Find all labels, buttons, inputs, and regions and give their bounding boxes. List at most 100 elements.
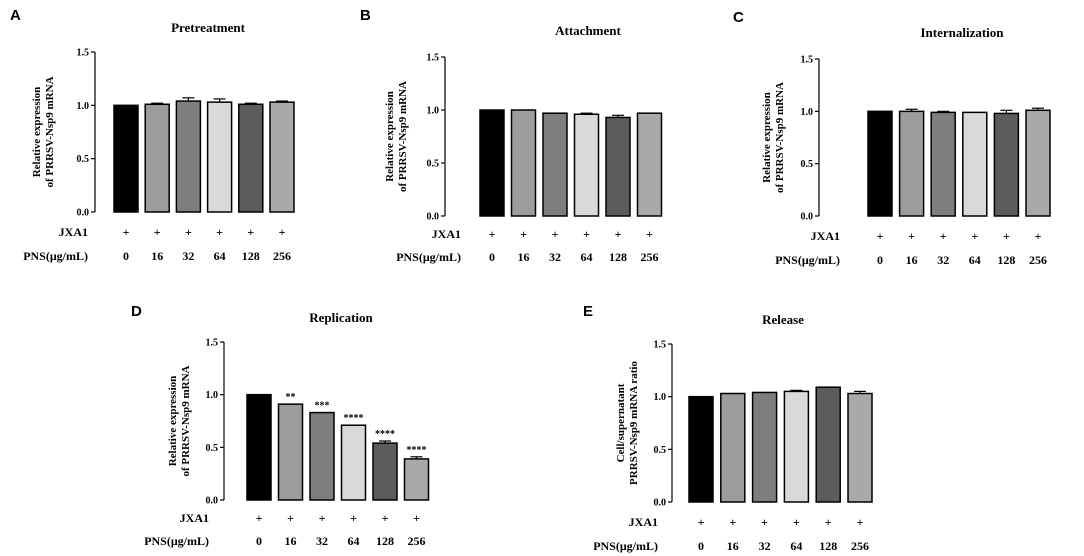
concentration-label: 256 [408, 534, 426, 548]
infection-marker: + [940, 229, 947, 243]
significance-label: *** [315, 401, 330, 412]
panel-letter: B [360, 7, 371, 24]
significance-label: ** [286, 392, 296, 403]
y-axis-label: PRRSV-Nsp9 mRNA ratio [628, 361, 640, 485]
bar-16 [510, 109, 537, 217]
infection-marker: + [279, 225, 286, 239]
infection-marker: + [793, 515, 800, 529]
concentration-label: 32 [182, 249, 194, 263]
bar-64 [573, 113, 600, 217]
chart-title: Replication [309, 310, 373, 325]
chart-panel-e: E Release 0.0 0.5 1.0 1.5 Cell/supernatant PRRS… [583, 303, 873, 553]
concentration-label: 256 [851, 539, 869, 553]
y-tick-label: 0.5 [427, 159, 440, 170]
condition-row-label: PNS(μg/mL) [23, 249, 88, 263]
infection-marker: + [413, 511, 420, 525]
concentration-label: 0 [256, 534, 262, 548]
concentration-label: 128 [242, 249, 260, 263]
chart-title: Attachment [555, 23, 621, 38]
y-axis-label: Relative expression [761, 92, 773, 183]
y-tick-label: 0.0 [77, 208, 90, 219]
chart-panel-a: A Pretreatment 0.0 0.5 1.0 1.5 Relative expres… [10, 7, 295, 263]
y-tick-label: 1.0 [427, 106, 440, 117]
significance-label: **** [407, 445, 427, 456]
concentration-label: 0 [123, 249, 129, 263]
infection-marker: + [698, 515, 705, 529]
infection-marker: + [825, 515, 832, 529]
y-axis-label: Relative expression [384, 91, 396, 182]
concentration-label: 32 [549, 250, 561, 264]
bar-0 [113, 104, 139, 213]
concentration-label: 256 [1029, 253, 1047, 267]
chart-panel-d: D Replication 0.0 0.5 1.0 1.5 Relative express… [131, 303, 430, 548]
y-tick-label: 0.0 [801, 212, 814, 223]
y-tick-label: 0.5 [801, 159, 814, 170]
bar-128 [993, 112, 1020, 217]
bar-0 [688, 395, 714, 503]
concentration-label: 0 [489, 250, 495, 264]
bar-0 [246, 393, 272, 501]
infection-marker: + [583, 227, 590, 241]
y-axis-label: of PRRSV-Nsp9 mRNA [44, 76, 56, 187]
concentration-label: 16 [518, 250, 530, 264]
significance-label: **** [375, 429, 395, 440]
concentration-label: 64 [214, 249, 226, 263]
infection-marker: + [382, 511, 389, 525]
condition-row-label: JXA1 [629, 515, 658, 529]
bar-16 [720, 392, 746, 503]
bar-256 [847, 392, 873, 503]
chart-title: Release [762, 312, 804, 327]
y-tick-label: 1.0 [77, 101, 90, 112]
infection-marker: + [729, 515, 736, 529]
y-tick-label: 0.0 [654, 498, 667, 509]
concentration-label: 64 [348, 534, 360, 548]
y-axis-label: of PRRSV-Nsp9 mRNA [397, 81, 409, 192]
concentration-label: 128 [819, 539, 837, 553]
infection-marker: + [971, 229, 978, 243]
panel-letter: A [10, 7, 21, 24]
concentration-label: 128 [609, 250, 627, 264]
y-tick-label: 1.0 [654, 392, 667, 403]
y-tick-label: 1.0 [206, 390, 219, 401]
concentration-label: 16 [906, 253, 918, 267]
infection-marker: + [319, 511, 326, 525]
condition-row-label: JXA1 [432, 227, 461, 241]
y-tick-label: 0.5 [654, 445, 667, 456]
y-tick-label: 1.5 [77, 48, 90, 59]
infection-marker: + [1003, 229, 1010, 243]
bar-0 [867, 110, 893, 217]
condition-row-label: JXA1 [59, 225, 88, 239]
bar-256 [636, 112, 663, 217]
y-axis-label: of PRRSV-Nsp9 mRNA [180, 365, 192, 476]
concentration-label: 16 [727, 539, 739, 553]
concentration-label: 64 [969, 253, 981, 267]
infection-marker: + [216, 225, 223, 239]
bar-32 [930, 111, 956, 217]
concentration-label: 64 [790, 539, 802, 553]
bar-256 [403, 458, 430, 501]
bar-128 [605, 116, 631, 217]
bar-0 [479, 109, 505, 217]
condition-row-label: PNS(μg/mL) [144, 534, 209, 548]
bar-256 [1025, 109, 1051, 217]
y-tick-label: 1.0 [801, 107, 814, 118]
bar-32 [751, 391, 778, 503]
concentration-label: 0 [698, 539, 704, 553]
panel-letter: C [733, 9, 744, 26]
concentration-label: 256 [273, 249, 291, 263]
infection-marker: + [908, 229, 915, 243]
infection-marker: + [489, 227, 496, 241]
concentration-label: 0 [877, 253, 883, 267]
bar-128 [815, 386, 841, 503]
y-tick-label: 0.0 [206, 496, 219, 507]
concentration-label: 128 [376, 534, 394, 548]
bar-32 [175, 100, 202, 213]
panel-letter: E [583, 303, 593, 320]
concentration-label: 64 [581, 250, 593, 264]
bar-64 [962, 111, 988, 217]
bar-64 [340, 424, 367, 501]
infection-marker: + [123, 225, 130, 239]
concentration-label: 16 [285, 534, 297, 548]
bar-256 [269, 101, 295, 213]
